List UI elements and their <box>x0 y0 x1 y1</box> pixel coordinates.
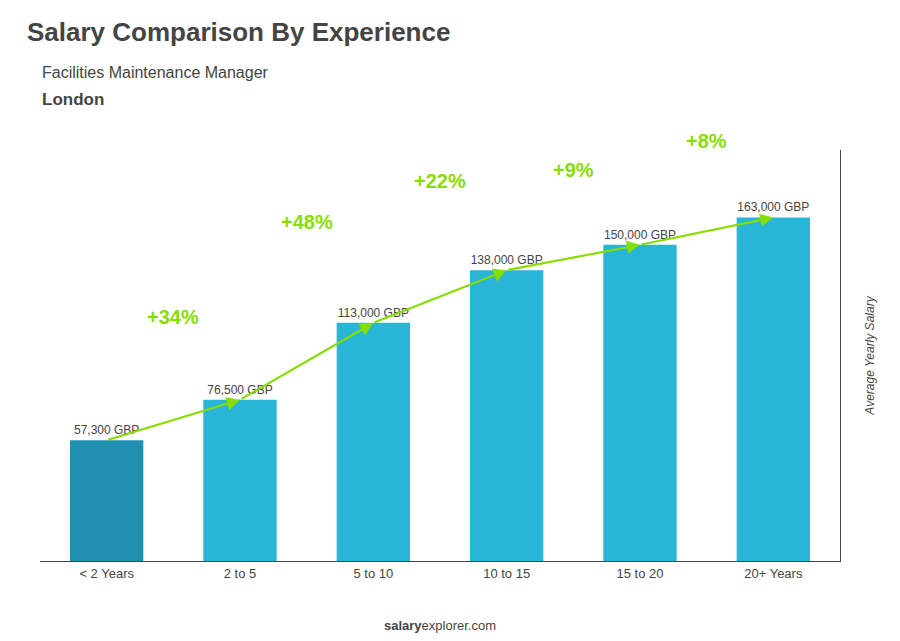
svg-text:Average Yearly Salary: Average Yearly Salary <box>863 295 877 415</box>
svg-text:+9%: +9% <box>553 159 594 181</box>
svg-text:138,000 GBP: 138,000 GBP <box>471 253 543 267</box>
svg-text:< 2 Years: < 2 Years <box>79 566 134 581</box>
svg-text:163,000 GBP: 163,000 GBP <box>737 200 809 214</box>
svg-text:+22%: +22% <box>414 170 466 192</box>
svg-text:salaryexplorer.com: salaryexplorer.com <box>384 618 496 633</box>
svg-text:London: London <box>42 90 104 109</box>
svg-text:2 to 5: 2 to 5 <box>224 566 257 581</box>
svg-text:Facilities Maintenance Manager: Facilities Maintenance Manager <box>42 64 269 81</box>
svg-text:113,000 GBP: 113,000 GBP <box>338 306 409 320</box>
svg-text:10 to 15: 10 to 15 <box>483 566 530 581</box>
svg-text:76,500 GBP: 76,500 GBP <box>207 383 272 397</box>
svg-text:+8%: +8% <box>686 130 727 152</box>
svg-text:+48%: +48% <box>281 211 333 233</box>
svg-text:5 to 10: 5 to 10 <box>353 566 393 581</box>
svg-text:+34%: +34% <box>147 306 199 328</box>
svg-text:Salary Comparison By Experienc: Salary Comparison By Experience <box>27 17 450 47</box>
svg-text:57,300 GBP: 57,300 GBP <box>74 423 139 437</box>
svg-text:15 to 20: 15 to 20 <box>617 566 664 581</box>
svg-text:20+ Years: 20+ Years <box>744 566 803 581</box>
svg-text:150,000 GBP: 150,000 GBP <box>604 228 676 242</box>
